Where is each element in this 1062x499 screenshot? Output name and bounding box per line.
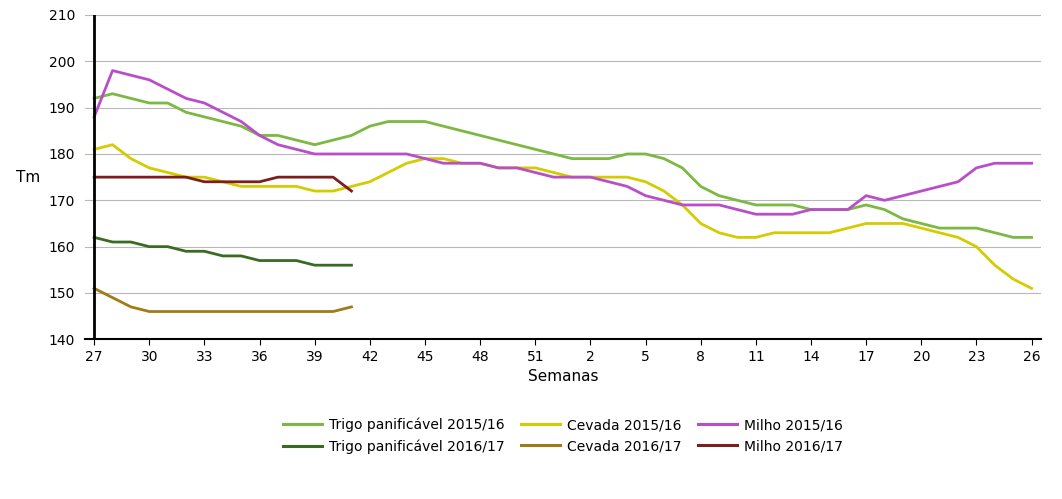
Y-axis label: Tm: Tm bbox=[16, 170, 40, 185]
X-axis label: Semanas: Semanas bbox=[528, 369, 598, 384]
Legend: Trigo panificável 2015/16, Trigo panificável 2016/17, Cevada 2015/16, Cevada 201: Trigo panificável 2015/16, Trigo panific… bbox=[282, 418, 843, 454]
